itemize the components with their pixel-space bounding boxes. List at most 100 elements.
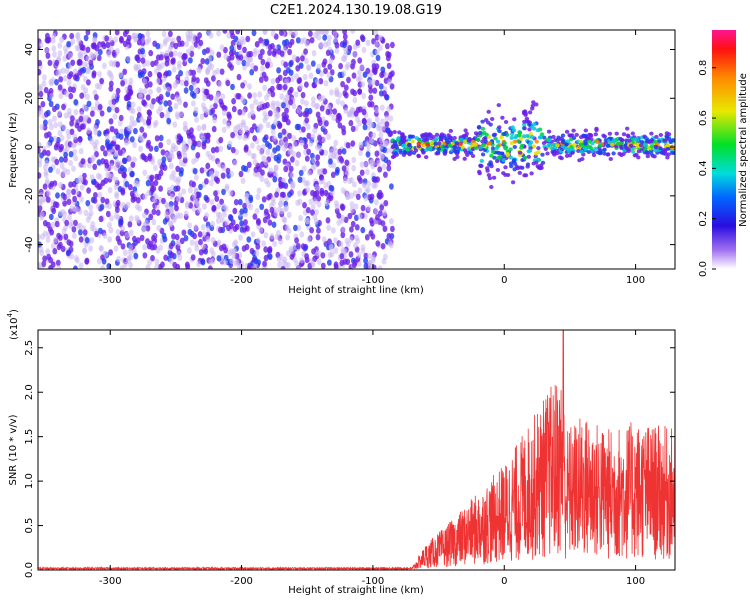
heatmap-cell bbox=[142, 193, 148, 200]
heatmap-cell bbox=[88, 204, 93, 211]
heatmap-cell bbox=[508, 155, 513, 160]
heatmap-cell bbox=[111, 104, 116, 111]
heatmap-cell bbox=[202, 203, 207, 210]
heatmap-cell bbox=[190, 254, 196, 261]
heatmap-cell bbox=[93, 51, 99, 58]
heatmap-cell bbox=[300, 55, 305, 62]
snr-y-label: SNR (10 * v/v) bbox=[8, 414, 19, 485]
heatmap-cell bbox=[130, 101, 136, 108]
heatmap-cell bbox=[378, 136, 384, 144]
heatmap-cell bbox=[171, 66, 177, 73]
heatmap-cell bbox=[273, 164, 279, 171]
heatmap-cell bbox=[294, 160, 300, 167]
heatmap-cell bbox=[105, 210, 111, 218]
heatmap-cell bbox=[211, 75, 216, 82]
heatmap-cell bbox=[315, 234, 321, 241]
heatmap-cell bbox=[312, 127, 318, 134]
heatmap-cell bbox=[233, 199, 239, 206]
heatmap-cell bbox=[294, 260, 300, 267]
heatmap-cell bbox=[263, 246, 269, 253]
heatmap-cell bbox=[67, 214, 72, 221]
heatmap-cell bbox=[350, 125, 356, 133]
heatmap-cell bbox=[135, 197, 141, 204]
heatmap-cell bbox=[103, 251, 109, 258]
heatmap-cell bbox=[334, 87, 340, 94]
heatmap-cell bbox=[136, 56, 141, 64]
heatmap-cell bbox=[546, 143, 551, 148]
heatmap-cell bbox=[100, 254, 105, 261]
heatmap-cell bbox=[376, 159, 381, 167]
heatmap-cell bbox=[212, 116, 218, 124]
heatmap-cell bbox=[257, 101, 263, 109]
heatmap-cell bbox=[181, 144, 187, 151]
snr-x-label: Height of straight line (km) bbox=[288, 585, 424, 596]
heatmap-cell bbox=[187, 222, 193, 229]
heatmap-cell bbox=[59, 134, 65, 142]
heatmap-cell bbox=[113, 176, 119, 183]
heatmap-cell bbox=[39, 249, 45, 256]
heatmap-cell bbox=[173, 145, 179, 152]
heatmap-cell bbox=[117, 120, 123, 127]
heatmap-cell bbox=[192, 140, 198, 147]
heatmap-cell bbox=[55, 70, 61, 77]
heatmap-cell bbox=[139, 234, 145, 242]
heatmap-cell bbox=[175, 185, 181, 192]
heatmap-cell bbox=[321, 236, 327, 243]
heatmap-cell bbox=[191, 192, 197, 199]
heatmap-cell bbox=[321, 61, 327, 68]
heatmap-cell bbox=[323, 189, 329, 197]
heatmap-cell bbox=[156, 173, 162, 181]
heatmap-cell bbox=[360, 81, 366, 88]
heatmap-cell bbox=[191, 69, 197, 77]
heatmap-cell bbox=[368, 230, 374, 237]
heatmap-cell bbox=[95, 203, 101, 210]
heatmap-cell bbox=[128, 215, 134, 222]
heatmap-cell bbox=[313, 218, 319, 225]
heatmap-cell bbox=[147, 70, 153, 78]
heatmap-cell bbox=[315, 30, 320, 36]
heatmap-cell bbox=[287, 48, 292, 56]
heatmap-cell bbox=[383, 171, 388, 178]
snr-y-ticks: 0.0 0.5 1.0 1.5 2.0 2.5 bbox=[24, 340, 675, 578]
heatmap-cell bbox=[397, 130, 402, 135]
heatmap-cell bbox=[517, 130, 523, 135]
heatmap-cell bbox=[345, 61, 351, 69]
x-tick-label: 100 bbox=[626, 576, 645, 587]
heatmap-cell bbox=[188, 57, 193, 64]
heatmap-cell bbox=[157, 158, 162, 166]
heatmap-cell bbox=[317, 145, 323, 152]
heatmap-cell bbox=[519, 143, 525, 148]
heatmap-cell bbox=[416, 141, 421, 146]
heatmap-cell bbox=[45, 109, 51, 117]
heatmap-cell bbox=[525, 162, 531, 167]
heatmap-cell bbox=[81, 66, 87, 74]
heatmap-cell bbox=[491, 133, 497, 138]
heatmap-cell bbox=[214, 146, 220, 153]
heatmap-cell bbox=[410, 139, 415, 144]
x-tick-label: -300 bbox=[99, 576, 122, 587]
heatmap-cell bbox=[42, 220, 48, 227]
heatmap-cell bbox=[155, 54, 161, 61]
heatmap-cell bbox=[168, 242, 174, 250]
heatmap-cell bbox=[493, 136, 498, 141]
chart-title: C2E1.2024.130.19.08.G19 bbox=[270, 3, 442, 18]
heatmap-cell bbox=[664, 134, 669, 139]
heatmap-cell bbox=[209, 63, 215, 70]
heatmap-cell bbox=[547, 138, 552, 143]
heatmap-cell bbox=[276, 67, 281, 74]
snr-multiplier: (x104) bbox=[6, 309, 20, 340]
heatmap-cell bbox=[273, 210, 279, 217]
heatmap-cell bbox=[569, 146, 575, 151]
heatmap-cell bbox=[342, 41, 347, 49]
heatmap-cell bbox=[51, 207, 57, 215]
heatmap-cell bbox=[210, 257, 216, 265]
heatmap-cell bbox=[268, 167, 273, 174]
heatmap-cell bbox=[288, 30, 294, 36]
heatmap-cell bbox=[360, 226, 366, 234]
heatmap-cell bbox=[322, 34, 328, 41]
heatmap-cell bbox=[270, 128, 276, 136]
heatmap-cell bbox=[281, 102, 286, 109]
heatmap-cell bbox=[57, 110, 62, 117]
heatmap-cell bbox=[635, 138, 640, 143]
heatmap-cell bbox=[374, 79, 380, 87]
